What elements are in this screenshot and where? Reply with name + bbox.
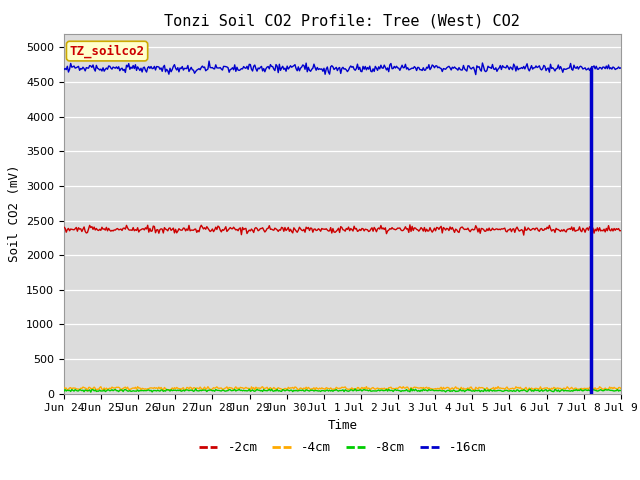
Y-axis label: Soil CO2 (mV): Soil CO2 (mV) <box>8 165 20 263</box>
Text: TZ_soilco2: TZ_soilco2 <box>70 44 145 58</box>
X-axis label: Time: Time <box>328 419 357 432</box>
Title: Tonzi Soil CO2 Profile: Tree (West) CO2: Tonzi Soil CO2 Profile: Tree (West) CO2 <box>164 13 520 28</box>
Legend: -2cm, -4cm, -8cm, -16cm: -2cm, -4cm, -8cm, -16cm <box>194 436 491 459</box>
